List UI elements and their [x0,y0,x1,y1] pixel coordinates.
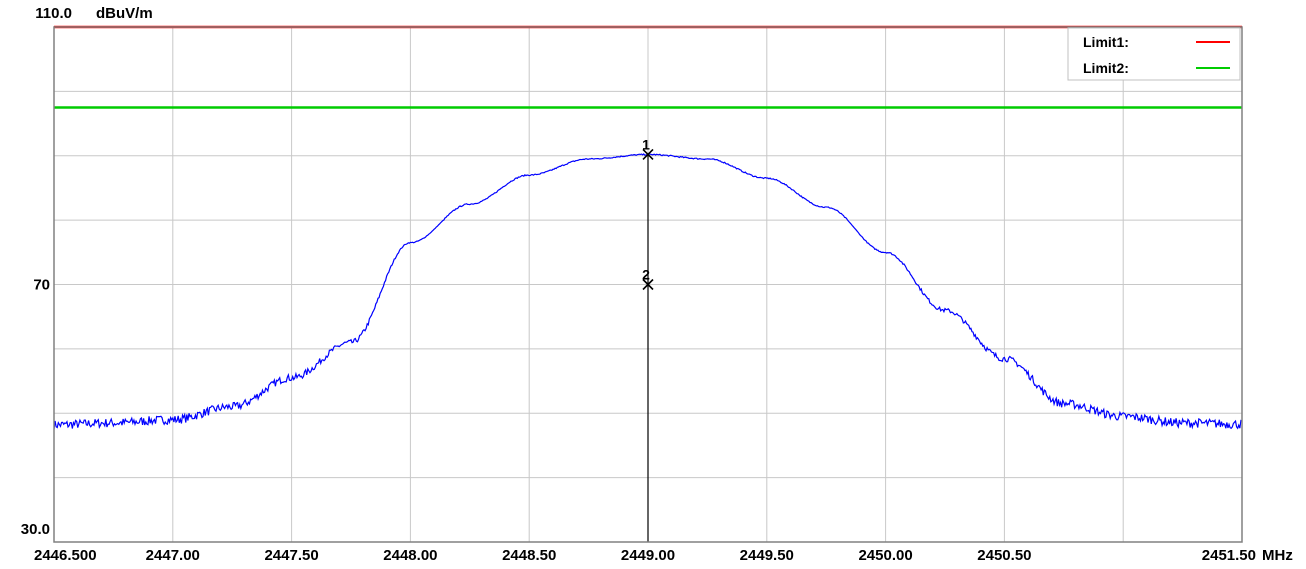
x-tick-label: 2446.500 [34,547,97,564]
x-tick-label: 2449.50 [740,547,794,564]
marker-1-label: 1 [642,136,650,152]
y-axis-unit-label: dBuV/m [96,5,153,22]
marker-2-label: 2 [642,267,650,283]
x-tick-label: 2449.00 [621,547,675,564]
x-tick-label: 2451.50 [1202,547,1256,564]
legend-label-limit2: Limit2: [1083,60,1129,76]
legend: Limit1: Limit2: [1067,27,1241,81]
x-tick-label: 2447.00 [146,547,200,564]
x-tick-label: 2447.50 [264,547,318,564]
marker-2-cross-b [642,278,654,291]
y-tick-label: 70 [33,277,50,294]
x-tick-label: 2448.50 [502,547,556,564]
legend-label-limit1: Limit1: [1083,34,1129,50]
x-axis-unit-label: MHz [1262,547,1293,564]
x-tick-label: 2450.00 [858,547,912,564]
tick-labels: 2446.500 2447.00 2447.50 2448.00 2448.50 2449… [21,5,1256,564]
x-tick-label: 2448.00 [383,547,437,564]
y-tick-label: 30.0 [21,521,50,538]
marker-1-cross-b [642,148,654,161]
x-tick-label: 2450.50 [977,547,1031,564]
marker-layer: 12 [642,136,654,542]
plot-frame [53,26,1243,543]
y-tick-label: 110.0 [35,5,72,22]
legend-box [1067,27,1241,81]
